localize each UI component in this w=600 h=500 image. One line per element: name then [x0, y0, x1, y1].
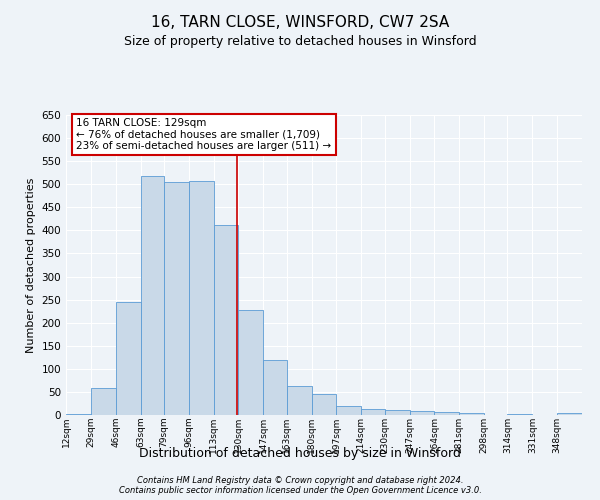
- Bar: [311, 394, 337, 415]
- Bar: [189, 181, 214, 415]
- Bar: [214, 225, 238, 415]
- Bar: [337, 406, 361, 415]
- Bar: [459, 412, 484, 415]
- Text: 16 TARN CLOSE: 129sqm
← 76% of detached houses are smaller (1,709)
23% of semi-d: 16 TARN CLOSE: 129sqm ← 76% of detached …: [76, 118, 331, 151]
- Bar: [410, 412, 434, 415]
- Bar: [140, 176, 164, 415]
- Text: Contains HM Land Registry data © Crown copyright and database right 2024.: Contains HM Land Registry data © Crown c…: [137, 476, 463, 485]
- Bar: [116, 302, 140, 415]
- Bar: [361, 410, 385, 415]
- Bar: [287, 386, 311, 415]
- Bar: [238, 310, 263, 415]
- Bar: [557, 412, 582, 415]
- Bar: [508, 414, 532, 415]
- Text: Size of property relative to detached houses in Winsford: Size of property relative to detached ho…: [124, 35, 476, 48]
- Bar: [66, 414, 91, 415]
- Text: Distribution of detached houses by size in Winsford: Distribution of detached houses by size …: [139, 448, 461, 460]
- Bar: [164, 182, 189, 415]
- Text: 16, TARN CLOSE, WINSFORD, CW7 2SA: 16, TARN CLOSE, WINSFORD, CW7 2SA: [151, 15, 449, 30]
- Bar: [434, 412, 459, 415]
- Bar: [91, 388, 116, 415]
- Y-axis label: Number of detached properties: Number of detached properties: [26, 178, 36, 352]
- Bar: [385, 410, 410, 415]
- Bar: [263, 360, 287, 415]
- Text: Contains public sector information licensed under the Open Government Licence v3: Contains public sector information licen…: [119, 486, 481, 495]
